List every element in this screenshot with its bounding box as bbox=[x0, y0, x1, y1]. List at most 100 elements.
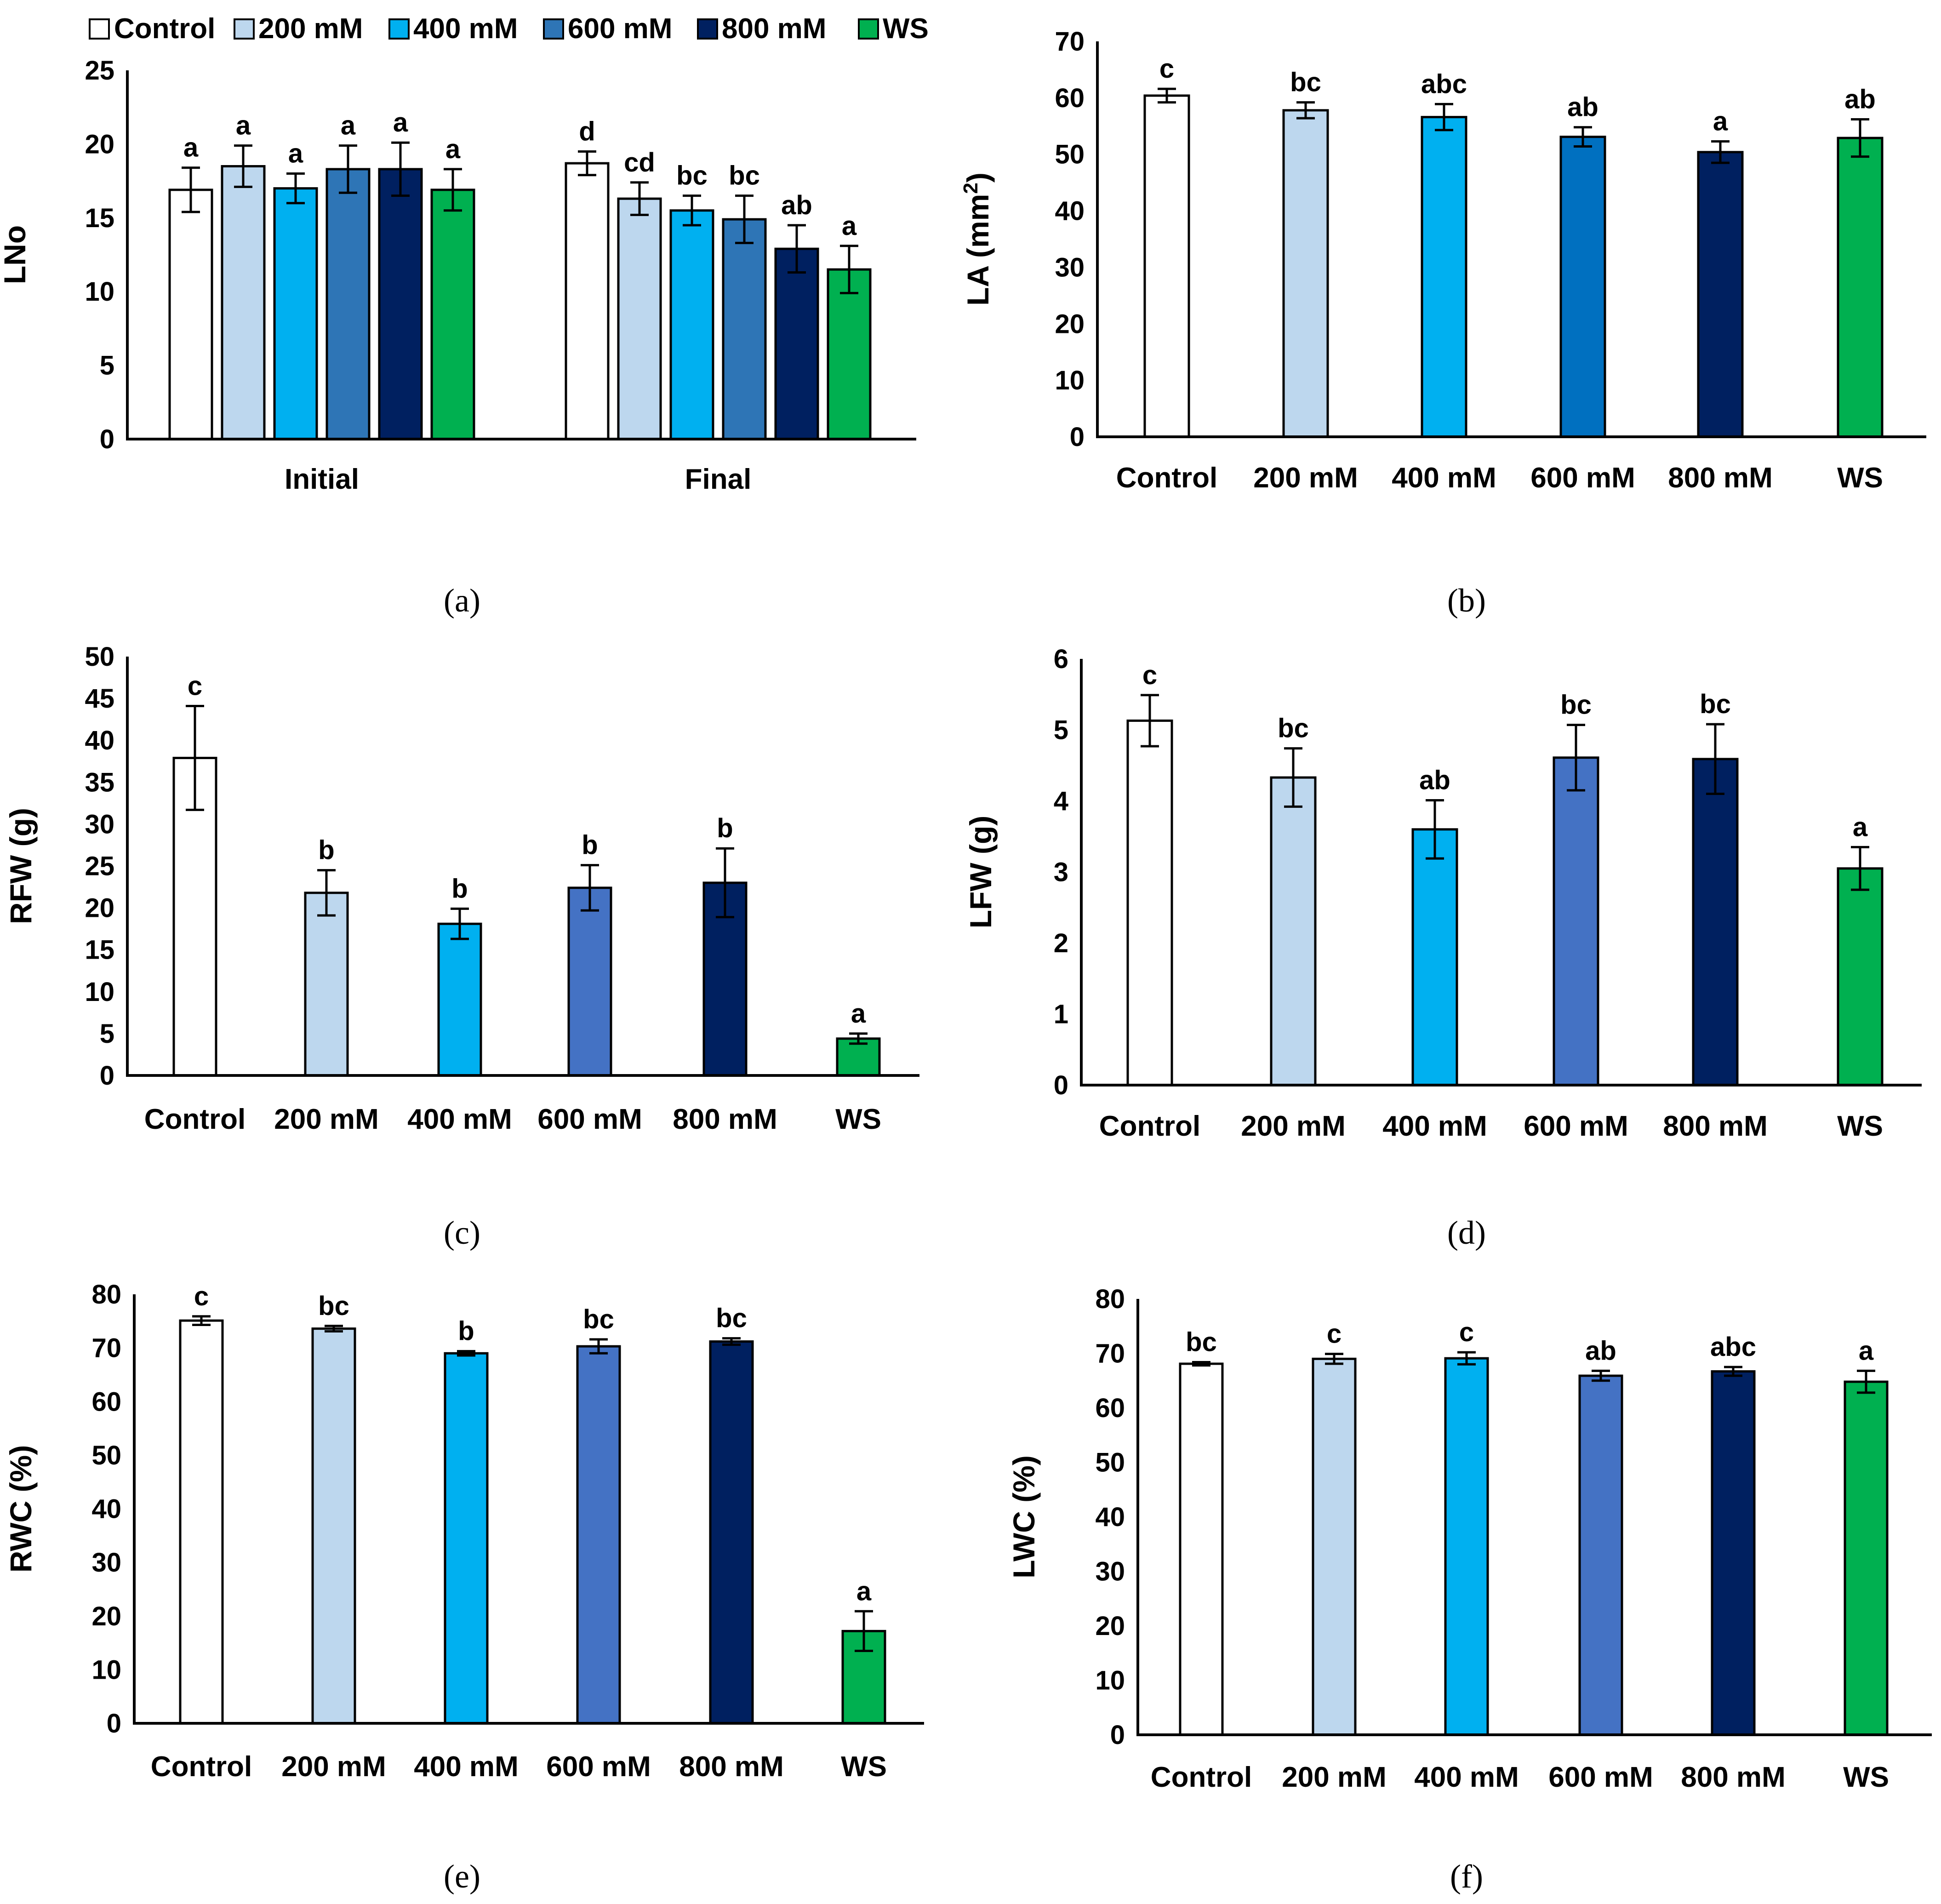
x-category-label: 600 mM bbox=[537, 1104, 642, 1135]
x-category-label: 600 mM bbox=[1530, 462, 1635, 494]
bar bbox=[1711, 1370, 1756, 1736]
x-category-label: 600 mM bbox=[546, 1751, 651, 1783]
y-tick-label: 60 bbox=[91, 1387, 121, 1417]
y-tick-label: 80 bbox=[91, 1280, 121, 1309]
significance-letter: a bbox=[1713, 106, 1728, 136]
y-axis-label: LA (mm2) bbox=[959, 172, 995, 306]
significance-letter: bc bbox=[1560, 690, 1592, 720]
x-category-label: Control bbox=[1151, 1761, 1252, 1793]
y-tick-label: 0 bbox=[1110, 1720, 1125, 1750]
y-tick-label: 1 bbox=[1054, 1000, 1068, 1029]
legend-swatch bbox=[89, 18, 110, 40]
bar bbox=[437, 922, 482, 1077]
y-tick-label: 2 bbox=[1054, 928, 1068, 958]
significance-letter: c bbox=[194, 1281, 209, 1311]
x-category-label: WS bbox=[1837, 1110, 1883, 1142]
bar bbox=[1837, 867, 1884, 1086]
significance-letter: abc bbox=[1710, 1332, 1756, 1362]
significance-letter: c bbox=[1142, 660, 1157, 690]
bar bbox=[709, 1340, 754, 1725]
y-tick-label: 20 bbox=[85, 893, 114, 923]
error-bar bbox=[451, 907, 469, 940]
y-tick-label: 10 bbox=[91, 1655, 121, 1685]
y-tick-label: 25 bbox=[85, 56, 114, 86]
x-category-label: 200 mM bbox=[274, 1104, 378, 1135]
y-tick-label: 50 bbox=[91, 1441, 121, 1470]
significance-letter: a bbox=[183, 133, 199, 163]
error-bar bbox=[630, 181, 649, 216]
significance-letter: bc bbox=[583, 1304, 614, 1334]
y-tick-label: 5 bbox=[100, 1019, 114, 1049]
significance-letter: bc bbox=[1700, 689, 1731, 719]
x-category-label: 800 mM bbox=[673, 1104, 777, 1135]
legend-label: WS bbox=[883, 13, 929, 45]
chart-d: 0 1 2 3 4 5 6 LFW (g) c Control bc 200 mM ab 400 mM bc… bbox=[964, 644, 1922, 1251]
bar bbox=[1837, 137, 1884, 438]
panel-caption: (c) bbox=[444, 1214, 480, 1251]
axis-lines bbox=[1136, 1299, 1932, 1736]
chart-e: 0 10 20 30 40 50 60 70 80 RWC (%) c Control bc 200 mM… bbox=[4, 1280, 924, 1895]
significance-letter: c bbox=[1159, 54, 1174, 84]
error-bar bbox=[840, 245, 858, 294]
y-tick-label: 3 bbox=[1054, 858, 1068, 887]
significance-letter: c bbox=[1459, 1317, 1474, 1347]
x-category-label: 400 mM bbox=[1382, 1110, 1487, 1142]
error-bar bbox=[286, 172, 305, 205]
significance-letter: a bbox=[1859, 1336, 1874, 1366]
error-bar bbox=[581, 864, 599, 912]
bar bbox=[576, 1345, 621, 1725]
error-bar bbox=[339, 144, 357, 194]
x-category-label: 200 mM bbox=[1241, 1110, 1345, 1142]
legend-swatch bbox=[543, 18, 564, 40]
bar bbox=[1312, 1357, 1357, 1736]
y-tick-label: 0 bbox=[1054, 1070, 1068, 1100]
significance-letter: a bbox=[445, 134, 461, 164]
error-bar bbox=[1192, 1361, 1210, 1367]
significance-letter: b bbox=[451, 874, 468, 903]
y-tick-label: 10 bbox=[1055, 366, 1085, 395]
bar bbox=[1844, 1380, 1889, 1736]
significance-letter: b bbox=[717, 813, 733, 843]
y-tick-label: 10 bbox=[1095, 1666, 1125, 1696]
y-tick-label: 40 bbox=[1055, 196, 1085, 226]
error-bar bbox=[1711, 140, 1730, 164]
axis-lines bbox=[1096, 41, 1926, 438]
legend-label: 400 mM bbox=[413, 13, 518, 45]
bar bbox=[1559, 136, 1606, 438]
bar bbox=[774, 247, 819, 440]
y-tick-label: 80 bbox=[1095, 1284, 1125, 1314]
error-bar bbox=[1296, 101, 1315, 120]
significance-letter: bc bbox=[1278, 714, 1309, 743]
y-tick-label: 4 bbox=[1054, 786, 1068, 816]
panel-caption: (e) bbox=[444, 1858, 480, 1895]
bar bbox=[273, 187, 318, 440]
error-bar bbox=[444, 168, 462, 212]
x-category-label: 200 mM bbox=[1253, 462, 1358, 494]
x-category-label: Control bbox=[1099, 1110, 1200, 1142]
y-tick-label: 0 bbox=[107, 1709, 121, 1738]
error-bar bbox=[1435, 103, 1453, 132]
error-bar bbox=[735, 194, 754, 244]
bar bbox=[311, 1327, 356, 1725]
x-category-label: 800 mM bbox=[1668, 462, 1772, 494]
error-bar bbox=[1567, 724, 1585, 792]
error-bar bbox=[1851, 846, 1869, 891]
bar bbox=[722, 218, 767, 440]
error-bar bbox=[683, 194, 701, 227]
x-category-label: WS bbox=[835, 1104, 881, 1135]
bar bbox=[567, 886, 612, 1077]
error-bar bbox=[1141, 694, 1159, 748]
y-tick-label: 30 bbox=[1095, 1557, 1125, 1587]
error-bar bbox=[391, 141, 410, 197]
y-tick-label: 10 bbox=[85, 277, 114, 307]
significance-letter: b bbox=[582, 830, 598, 860]
significance-letter: bc bbox=[676, 161, 708, 191]
y-axis-label: RWC (%) bbox=[4, 1445, 38, 1572]
significance-letter: ab bbox=[1567, 92, 1598, 122]
panel-caption: (b) bbox=[1447, 582, 1486, 619]
error-bar bbox=[1857, 1369, 1875, 1394]
y-tick-label: 35 bbox=[85, 767, 114, 797]
chart-c: 0 5 10 15 20 25 30 35 40 45 50 RFW (g) c Control b 200 … bbox=[4, 642, 919, 1251]
error-bar bbox=[182, 166, 200, 213]
significance-letter: a bbox=[393, 108, 408, 137]
